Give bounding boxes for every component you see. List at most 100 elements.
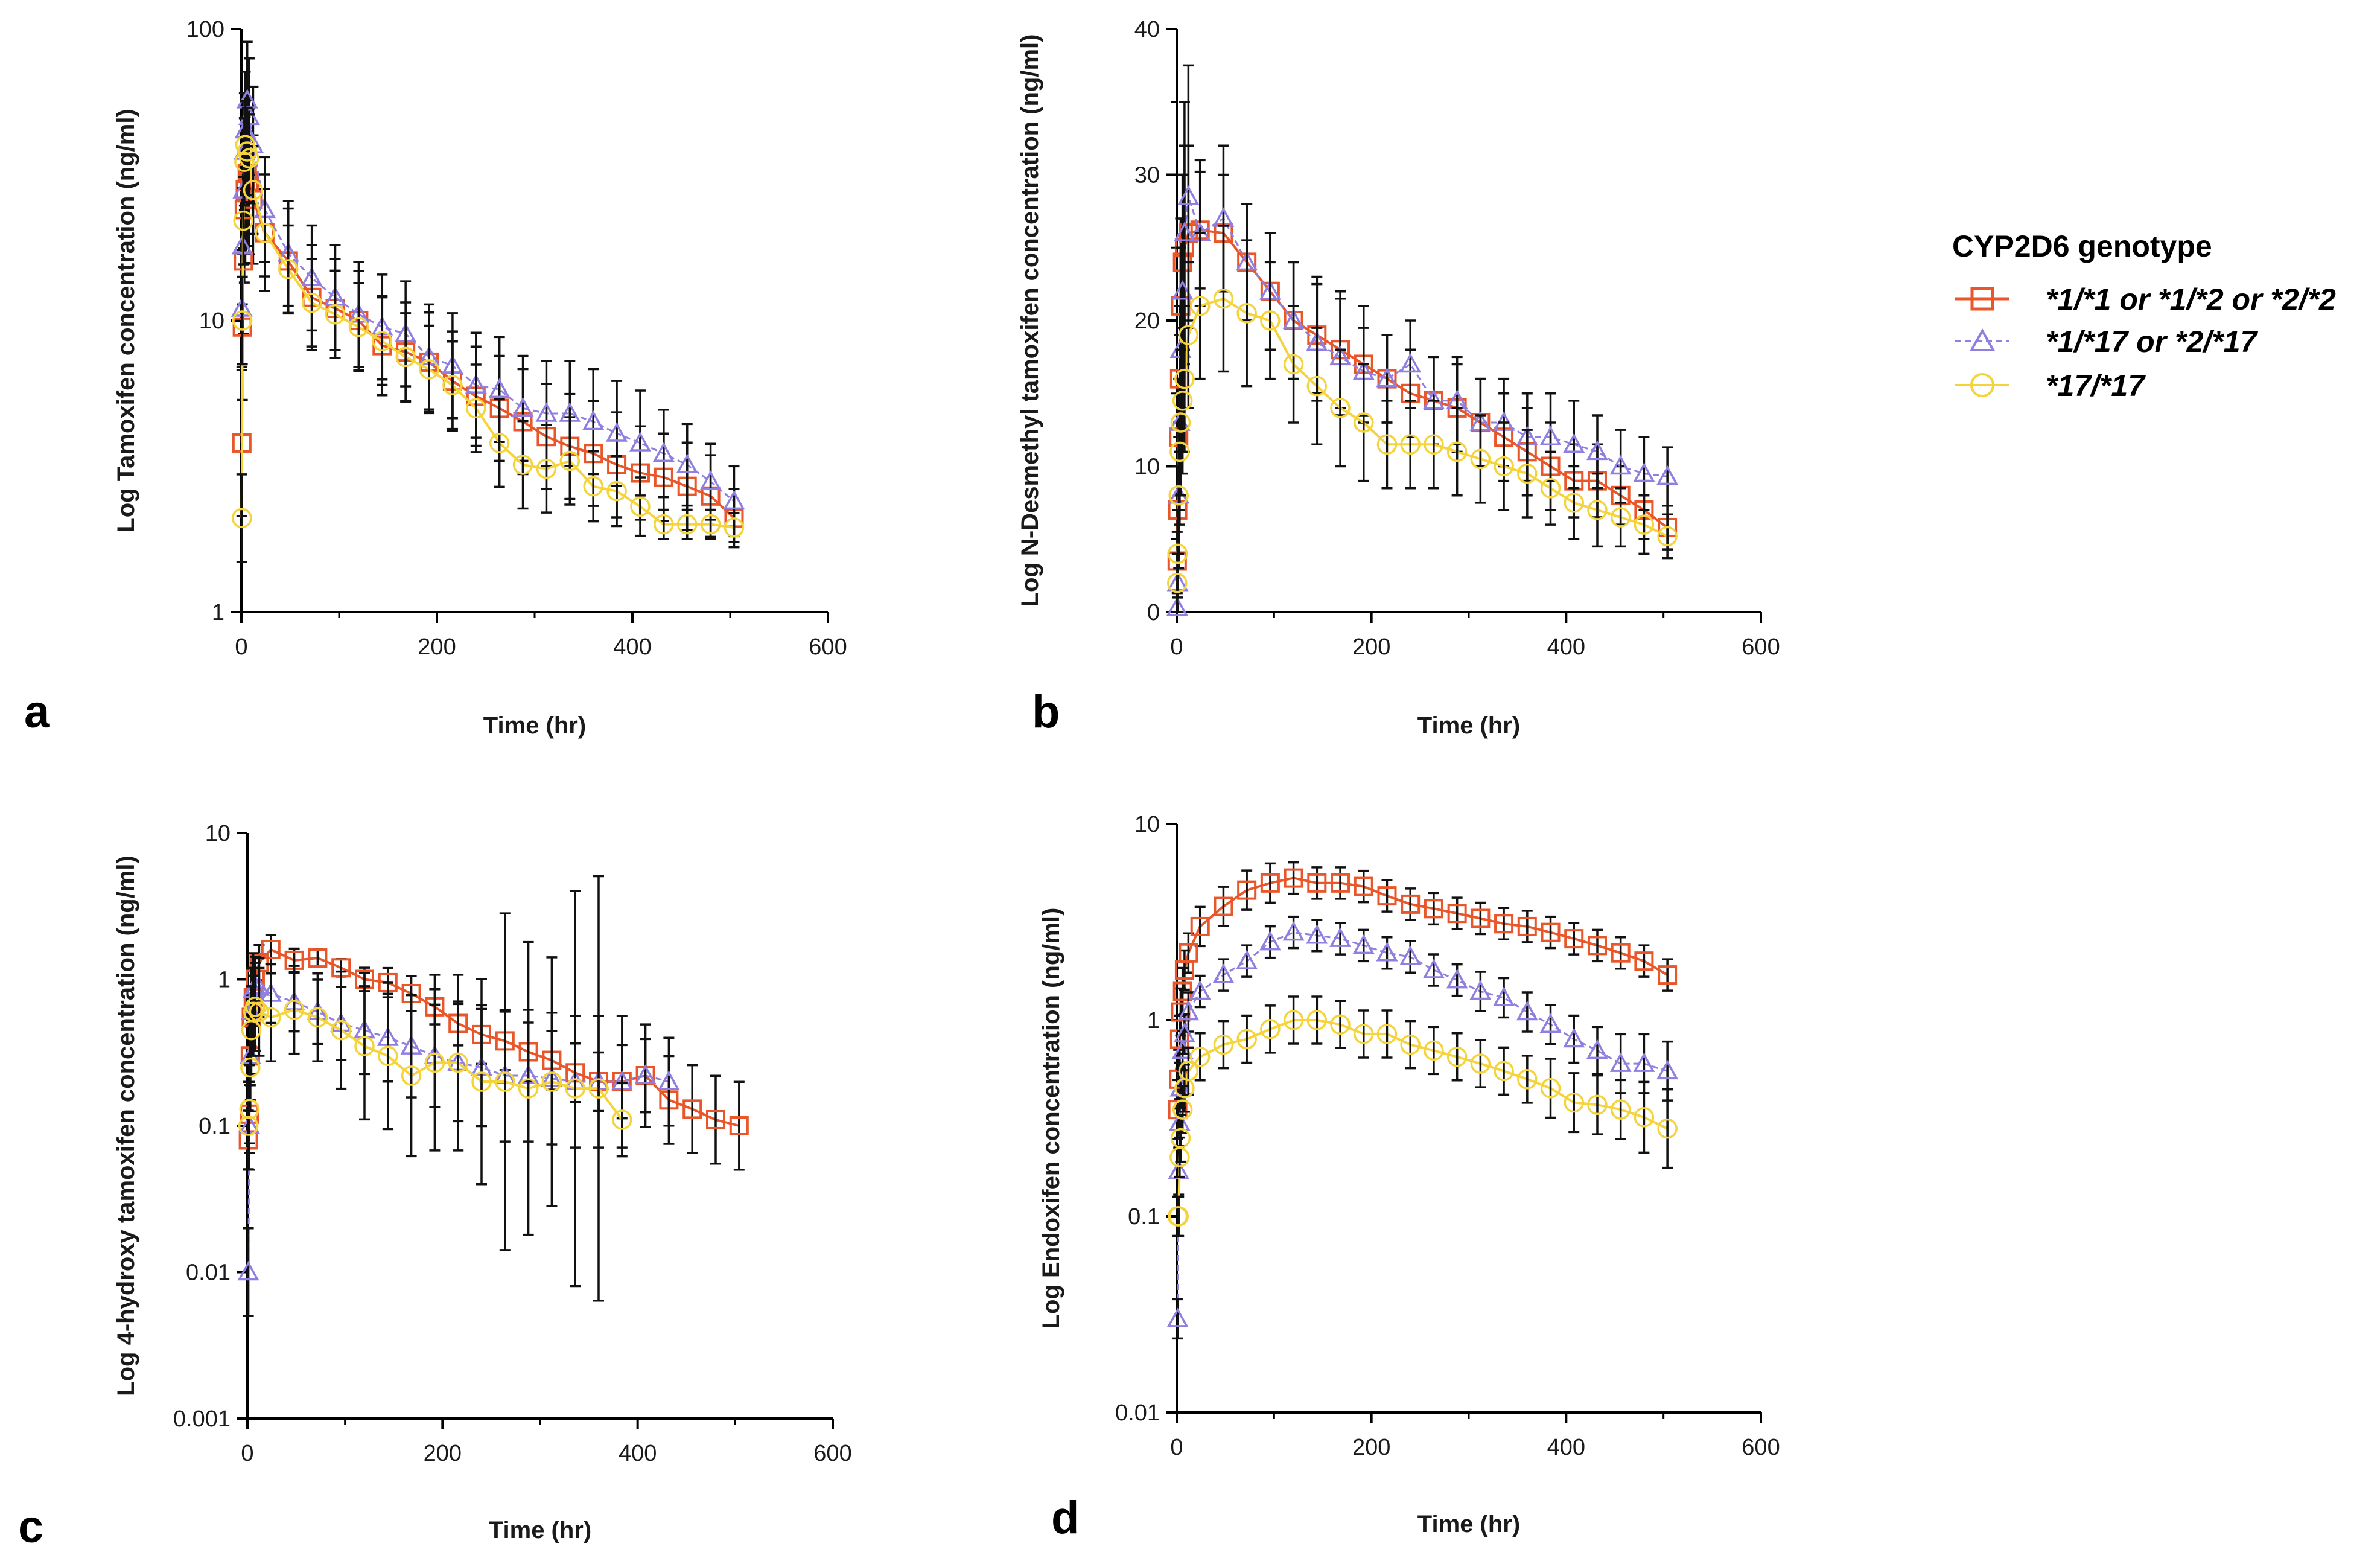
data-point-square [261, 940, 281, 960]
y-tick-label: 20 [1134, 308, 1160, 334]
y-axis-label: Log N-Desmethyl tamoxifen concentration … [1017, 34, 1043, 607]
y-tick-label: 0.01 [186, 1260, 231, 1286]
data-point-triangle [1212, 963, 1235, 983]
data-point-circle [1213, 1034, 1234, 1055]
data-point-square [1284, 868, 1303, 888]
data-point-triangle [1376, 367, 1398, 388]
legend-marker-triangle [1969, 328, 1996, 351]
data-point-triangle [1352, 934, 1375, 954]
data-point-circle [1167, 543, 1188, 564]
data-point-circle [724, 517, 745, 538]
data-point-triangle [652, 442, 675, 462]
y-axis-label: Log Tamoxifen concentration (ng/ml) [113, 109, 139, 532]
y-tick-label: 0.1 [199, 1114, 231, 1139]
data-point-square [729, 1116, 749, 1135]
y-tick-label: 1 [1147, 1008, 1160, 1033]
data-point-circle [1167, 572, 1188, 593]
data-point-triangle [723, 490, 745, 510]
data-point-square [1564, 929, 1584, 949]
data-point-circle [1424, 434, 1444, 455]
data-point-triangle [1633, 1052, 1655, 1072]
data-point-triangle [1166, 1307, 1189, 1327]
data-point-circle [232, 310, 253, 331]
y-tick-label: 0.01 [1115, 1400, 1160, 1426]
data-point-circle [612, 1109, 632, 1130]
data-point-square [1377, 886, 1397, 906]
data-point-circle [245, 997, 266, 1017]
data-point-circle [1376, 434, 1398, 455]
data-point-square [1424, 899, 1443, 919]
data-point-triangle [699, 470, 722, 490]
data-point-circle [1354, 412, 1374, 433]
y-tick-label: 0.001 [173, 1406, 231, 1432]
data-point-circle [307, 1007, 328, 1028]
x-axis-label: Time (hr) [483, 712, 586, 739]
x-axis-label: Time (hr) [1418, 1511, 1520, 1537]
data-point-circle [1470, 448, 1491, 470]
data-point-circle [588, 1078, 609, 1099]
data-point-triangle [658, 1070, 680, 1090]
data-point-triangle [1539, 1013, 1562, 1033]
series-line [1177, 931, 1668, 1319]
y-tick-label: 0.1 [1128, 1204, 1160, 1230]
data-point-circle [512, 455, 533, 475]
data-point-square [1471, 908, 1491, 928]
data-point-triangle [1609, 1052, 1632, 1072]
data-point-circle [1330, 1014, 1351, 1035]
data-point-square [1331, 873, 1351, 893]
data-point-circle [233, 210, 253, 231]
y-tick-label: 100 [186, 17, 224, 42]
panel-letter-d: d [1051, 1492, 1079, 1543]
data-point-triangle [1609, 455, 1632, 475]
data-point-square [1190, 916, 1210, 936]
data-point-square [1260, 873, 1280, 893]
y-tick-label: 40 [1134, 17, 1160, 42]
data-point-triangle [1399, 945, 1422, 966]
series-line [1176, 229, 1669, 561]
data-point-circle [1376, 1024, 1398, 1044]
y-tick-label: 10 [205, 821, 231, 846]
data-point-square [1401, 894, 1421, 914]
data-point-circle [536, 458, 557, 479]
x-axis-label: Time (hr) [489, 1517, 591, 1543]
panel-c: 0 200 400 600 0.001 0.01 0.1 1 10 Time (hr) Log 4-… [18, 821, 852, 1553]
data-point-triangle [237, 1260, 259, 1281]
data-point-circle [1172, 1099, 1193, 1120]
y-tick-label: 1 [212, 600, 224, 625]
panel-b: 0 200 400 600 0 10 20 30 40 Time (hr) Log N-Desmet… [1017, 17, 1780, 739]
data-point-triangle [1563, 433, 1585, 453]
data-point-circle [243, 180, 264, 200]
data-point-triangle [1282, 921, 1305, 941]
x-tick-label: 600 [813, 1441, 851, 1466]
panel-letter-b: b [1032, 686, 1060, 738]
data-point-triangle [1493, 986, 1515, 1006]
data-point-circle [1540, 1077, 1561, 1099]
data-point-triangle [535, 402, 558, 422]
data-point-circle [1610, 507, 1631, 528]
panels: 0 20 0 40 0 600 1 10 100 Time (hr) Log Tamoxifen c… [18, 17, 1780, 1553]
data-point-circle [1178, 325, 1199, 345]
data-point-circle [1168, 1206, 1189, 1227]
data-point-circle [325, 304, 346, 325]
data-point-circle [630, 496, 651, 517]
data-point-triangle [1469, 980, 1492, 1000]
legend-marker-square [1970, 287, 1994, 311]
data-point-circle [1189, 1047, 1211, 1067]
data-point-square [1541, 922, 1561, 942]
data-point-circle [239, 1099, 259, 1120]
x-tick-label: 0 [1170, 634, 1183, 660]
data-point-circle [1306, 375, 1328, 397]
x-axis-label: Time (hr) [1418, 712, 1520, 739]
data-point-circle [1236, 303, 1257, 324]
data-point-triangle [1329, 927, 1352, 947]
data-point-triangle [1656, 465, 1679, 485]
data-point-triangle [1633, 462, 1655, 482]
x-tick-label: 0 [235, 634, 247, 660]
x-tick-label: 0 [1170, 1435, 1183, 1460]
data-point-circle [495, 1071, 515, 1092]
data-point-circle [1168, 485, 1189, 506]
data-point-triangle [1306, 924, 1328, 944]
data-point-circle [1330, 398, 1351, 418]
data-point-circle [489, 433, 510, 453]
